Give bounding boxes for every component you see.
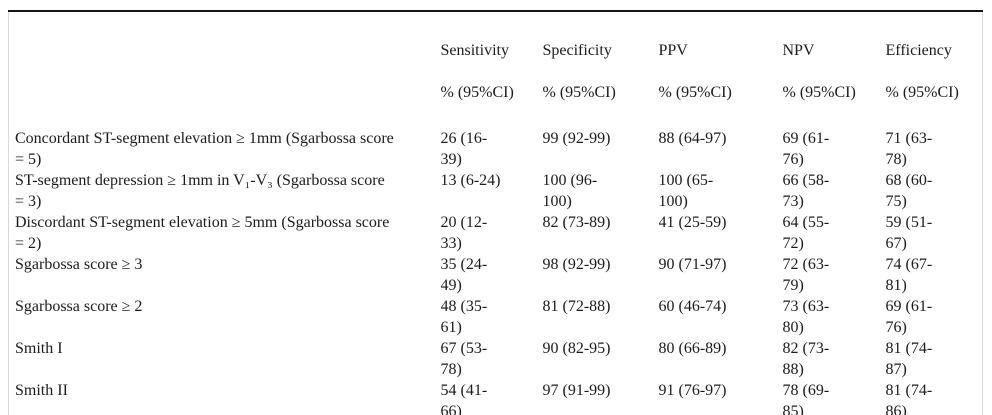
column-unit: % (95%CI) bbox=[658, 84, 732, 101]
efficiency-cell: 69 (61- 76) bbox=[885, 298, 933, 336]
efficiency-cell: 74 (67- 81) bbox=[885, 256, 933, 294]
specificity-cell: 90 (82-95) bbox=[542, 340, 611, 357]
column-label: Efficiency bbox=[885, 42, 952, 59]
specificity-cell: 100 (96- 100) bbox=[542, 172, 598, 210]
row-label: Discordant ST-segment elevation ≥ 5mm (S… bbox=[15, 214, 390, 252]
header-spacer-cell bbox=[9, 11, 441, 128]
npv-cell: 66 (58- 73) bbox=[782, 172, 830, 210]
table-row-smith-2: Smith II 54 (41- 66) 97 (91-99) 91 (76-9… bbox=[9, 380, 983, 415]
table-row-sgarbossa-ge-2: Sgarbossa score ≥ 2 48 (35- 61) 81 (72-8… bbox=[9, 296, 983, 338]
specificity-cell: 97 (91-99) bbox=[542, 382, 611, 399]
table-row-concordant-st-elevation: Concordant ST-segment elevation ≥ 1mm (S… bbox=[9, 128, 983, 170]
column-label: NPV bbox=[782, 42, 815, 59]
column-label: Specificity bbox=[542, 42, 612, 59]
column-header-specificity: Specificity % (95%CI) bbox=[543, 11, 659, 128]
column-label: Sensitivity bbox=[440, 42, 509, 59]
npv-cell: 82 (73- 88) bbox=[782, 340, 830, 378]
ppv-cell: 100 (65- 100) bbox=[658, 172, 714, 210]
ppv-cell: 91 (76-97) bbox=[658, 382, 727, 399]
column-unit: % (95%CI) bbox=[782, 84, 856, 101]
sensitivity-cell: 20 (12- 33) bbox=[440, 214, 488, 252]
row-label: Smith I bbox=[15, 340, 63, 357]
column-label: PPV bbox=[658, 42, 688, 59]
row-label: Sgarbossa score ≥ 3 bbox=[15, 256, 143, 273]
sensitivity-cell: 67 (53- 78) bbox=[440, 340, 488, 378]
npv-cell: 64 (55- 72) bbox=[782, 214, 830, 252]
row-label: Concordant ST-segment elevation ≥ 1mm (S… bbox=[15, 130, 394, 168]
ppv-cell: 88 (64-97) bbox=[658, 130, 727, 147]
sensitivity-cell: 26 (16- 39) bbox=[440, 130, 488, 168]
table-row-st-depression-v1-v3: ST-segment depression ≥ 1mm in V₁-V₃ (Sg… bbox=[9, 170, 983, 212]
row-label: ST-segment depression ≥ 1mm in V₁-V₃ (Sg… bbox=[15, 172, 385, 210]
specificity-cell: 82 (73-89) bbox=[542, 214, 611, 231]
ppv-cell: 41 (25-59) bbox=[658, 214, 727, 231]
npv-cell: 73 (63- 80) bbox=[782, 298, 830, 336]
column-header-efficiency: Efficiency % (95%CI) bbox=[886, 11, 983, 128]
efficiency-cell: 68 (60- 75) bbox=[885, 172, 933, 210]
specificity-cell: 98 (92-99) bbox=[542, 256, 611, 273]
column-header-sensitivity: Sensitivity % (95%CI) bbox=[441, 11, 543, 128]
specificity-cell: 99 (92-99) bbox=[542, 130, 611, 147]
diagnostic-results-table: Sensitivity % (95%CI) Specificity % (95%… bbox=[8, 10, 983, 415]
column-unit: % (95%CI) bbox=[885, 84, 959, 101]
sensitivity-cell: 54 (41- 66) bbox=[440, 382, 488, 415]
efficiency-cell: 81 (74- 86) bbox=[885, 382, 933, 415]
row-label: Sgarbossa score ≥ 2 bbox=[15, 298, 143, 315]
specificity-cell: 81 (72-88) bbox=[542, 298, 611, 315]
ppv-cell: 90 (71-97) bbox=[658, 256, 727, 273]
sensitivity-cell: 35 (24- 49) bbox=[440, 256, 488, 294]
table-row-smith-1: Smith I 67 (53- 78) 90 (82-95) 80 (66-89… bbox=[9, 338, 983, 380]
npv-cell: 78 (69- 85) bbox=[782, 382, 830, 415]
header-row: Sensitivity % (95%CI) Specificity % (95%… bbox=[9, 11, 983, 128]
table-row-sgarbossa-ge-3: Sgarbossa score ≥ 3 35 (24- 49) 98 (92-9… bbox=[9, 254, 983, 296]
ppv-cell: 60 (46-74) bbox=[658, 298, 727, 315]
efficiency-cell: 59 (51- 67) bbox=[885, 214, 933, 252]
sensitivity-cell: 13 (6-24) bbox=[440, 172, 501, 189]
ppv-cell: 80 (66-89) bbox=[658, 340, 727, 357]
column-header-ppv: PPV % (95%CI) bbox=[659, 11, 783, 128]
column-unit: % (95%CI) bbox=[542, 84, 616, 101]
npv-cell: 72 (63- 79) bbox=[782, 256, 830, 294]
column-unit: % (95%CI) bbox=[440, 84, 514, 101]
column-header-npv: NPV % (95%CI) bbox=[783, 11, 886, 128]
sensitivity-cell: 48 (35- 61) bbox=[440, 298, 488, 336]
npv-cell: 69 (61- 76) bbox=[782, 130, 830, 168]
efficiency-cell: 71 (63- 78) bbox=[885, 130, 933, 168]
row-label: Smith II bbox=[15, 382, 68, 399]
efficiency-cell: 81 (74- 87) bbox=[885, 340, 933, 378]
table-row-discordant-st-elevation: Discordant ST-segment elevation ≥ 5mm (S… bbox=[9, 212, 983, 254]
